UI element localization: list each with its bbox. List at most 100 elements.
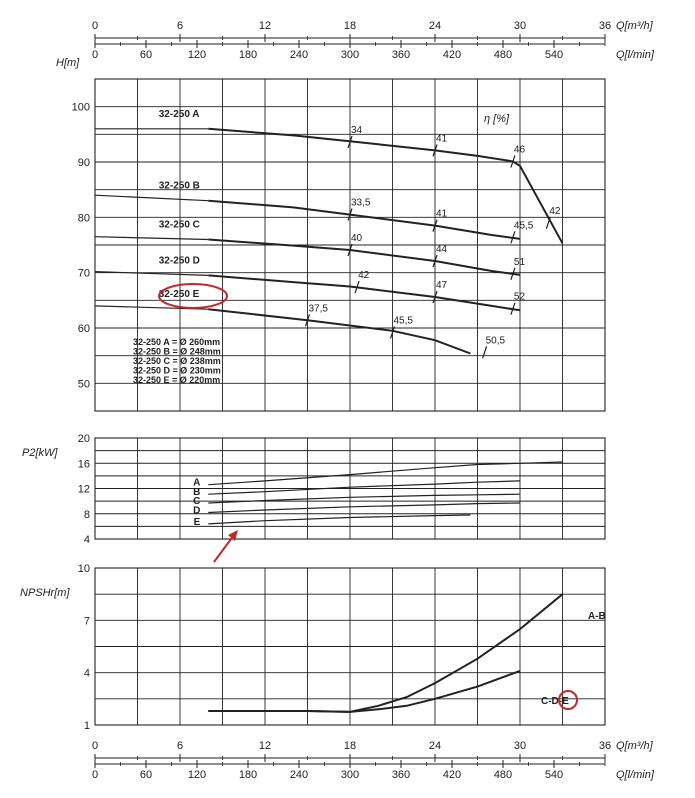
efficiency-mark: [510, 231, 516, 244]
head-curve-leadin: [94, 236, 209, 241]
efficiency-mark: [432, 254, 438, 268]
y-tick-label: 70: [78, 268, 90, 280]
series-label: 32-250 E: [159, 289, 200, 300]
efficiency-mark: [510, 267, 516, 280]
tick-label-lmin: 360: [392, 769, 410, 781]
tick-label-lmin: 0: [92, 769, 98, 781]
y-tick-label: 8: [84, 509, 90, 521]
efficiency-mark: [389, 326, 396, 339]
efficiency-mark: [347, 208, 353, 221]
tick-label-m3h: 0: [92, 740, 98, 752]
tick-label-lmin: 300: [341, 769, 359, 781]
tick-label-lmin: 480: [494, 769, 512, 781]
series-label: C: [193, 496, 200, 507]
tick-label-m3h: 18: [344, 740, 356, 752]
unit-lmin: Q[l/min]: [616, 49, 655, 61]
head-curve-leadin: [94, 194, 209, 202]
efficiency-value: 46: [514, 144, 526, 155]
diameter-legend-item: 32-250 C = Ø 238mm: [133, 356, 221, 366]
y-tick-label: 7: [84, 615, 90, 627]
power-curve: [208, 514, 471, 525]
y-tick-label: 1: [84, 720, 90, 732]
series-label: A-B: [588, 611, 606, 622]
tick-label-lmin: 540: [545, 49, 563, 61]
efficiency-value: 41: [436, 209, 448, 220]
npsh-curve: [208, 593, 564, 713]
annotations: [213, 530, 238, 563]
tick-label-lmin: 120: [188, 769, 206, 781]
highlight-arrow-shaft: [213, 534, 235, 563]
efficiency-mark: [432, 144, 438, 157]
head-curve: [208, 308, 471, 355]
power-curve: [208, 461, 563, 486]
efficiency-value: 42: [358, 270, 370, 281]
y-tick-label: 60: [78, 323, 90, 335]
series-label: 32-250 C: [159, 219, 200, 230]
efficiency-value: 51: [514, 257, 526, 268]
y-axis-label: NPSHr[m]: [20, 587, 70, 599]
efficiency-mark: [347, 135, 353, 149]
tick-label-lmin: 240: [290, 49, 308, 61]
power-curve: [208, 480, 521, 495]
plot-frame: [94, 567, 606, 726]
unit-lmin: Q[l/min]: [616, 769, 655, 781]
efficiency-value: 45,5: [394, 315, 414, 326]
tick-label-lmin: 300: [341, 49, 359, 61]
highlight-arrow-head: [228, 530, 238, 541]
efficiency-mark: [510, 155, 516, 168]
npsh-panel: 1 4 7 10 NPSHr[m] A-B C-D-E: [20, 563, 606, 732]
y-tick-label: 10: [78, 563, 90, 575]
series-label: E: [194, 517, 201, 528]
y-tick-label: 4: [84, 534, 90, 546]
tick-label-lmin: 180: [239, 769, 257, 781]
tick-label-lmin: 60: [140, 769, 152, 781]
efficiency-value: 52: [514, 292, 526, 303]
unit-m3h: Q[m³/h]: [616, 740, 654, 752]
tick-label-m3h: 30: [514, 20, 526, 32]
tick-label-lmin: 540: [545, 769, 563, 781]
series-label: B: [193, 487, 200, 498]
efficiency-value: 45,5: [514, 220, 534, 231]
y-axis-label: H[m]: [56, 57, 80, 69]
head-curve: [208, 199, 521, 240]
tick-label-m3h: 6: [177, 740, 183, 752]
tick-label-lmin: 60: [140, 49, 152, 61]
bottom-flow-axis: 0 6 12 18 24 30 36 Q[m³/h] 0 60 120 180 240 300 360 420…: [92, 740, 655, 781]
y-tick-label: 4: [84, 668, 90, 680]
tick-label-lmin: 0: [92, 49, 98, 61]
efficiency-mark: [432, 290, 438, 304]
top-flow-axis: 0 6 12 18 24 30 36 Q[m³/h] 0 60 120 180 240 300 360 420…: [92, 20, 655, 61]
series-label: 32-250 A: [159, 109, 200, 120]
y-tick-label: 90: [78, 157, 90, 169]
tick-label-m3h: 30: [514, 740, 526, 752]
efficiency-mark: [354, 280, 360, 294]
tick-label-m3h: 36: [599, 20, 611, 32]
tick-label-lmin: 420: [443, 769, 461, 781]
unit-m3h: Q[m³/h]: [616, 20, 654, 32]
tick-label-lmin: 120: [188, 49, 206, 61]
tick-label-lmin: 420: [443, 49, 461, 61]
npsh-curve: [208, 669, 521, 713]
tick-label-m3h: 24: [429, 20, 441, 32]
efficiency-axis-label: η [%]: [484, 113, 510, 125]
head-curve: [208, 274, 521, 312]
efficiency-mark: [510, 302, 516, 315]
efficiency-mark: [545, 216, 551, 230]
efficiency-value: 40: [351, 233, 363, 244]
diameter-legend-item: 32-250 B = Ø 248mm: [133, 347, 221, 357]
efficiency-mark: [304, 314, 311, 327]
y-tick-label: 50: [78, 378, 90, 390]
efficiency-mark: [482, 346, 488, 359]
tick-label-m3h: 24: [429, 740, 441, 752]
diameter-legend-item: 32-250 D = Ø 230mm: [133, 366, 221, 376]
efficiency-value: 50,5: [486, 335, 506, 346]
efficiency-value: 41: [436, 133, 448, 144]
highlight-ellipse: [158, 283, 228, 309]
efficiency-value: 44: [436, 244, 448, 255]
series-label: 32-250 D: [159, 255, 200, 266]
series-label: D: [193, 505, 200, 516]
tick-label-m3h: 0: [92, 20, 98, 32]
highlight-circle: [558, 690, 578, 710]
y-tick-label: 100: [72, 102, 90, 114]
